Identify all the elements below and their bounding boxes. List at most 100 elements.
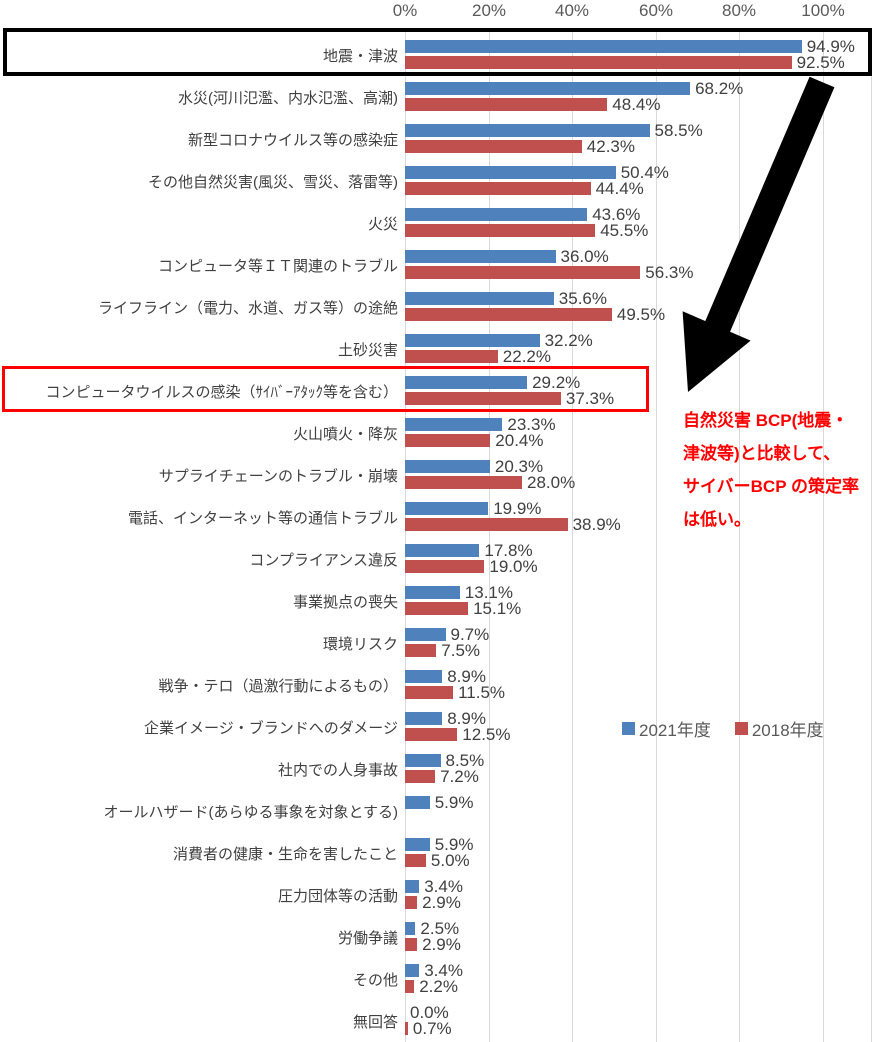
bar-2018: 92.5% <box>405 54 845 71</box>
axis-tick-label: 60% <box>638 1 674 20</box>
bar-2018: 11.5% <box>405 684 505 701</box>
category-label: コンピュータ等ＩＴ関連のトラブル <box>157 257 398 275</box>
bar-2018: 37.3% <box>405 390 614 407</box>
value-label-2021: 94.9% <box>806 37 855 56</box>
bar-2018: 38.9% <box>405 516 621 533</box>
value-label-2018: 7.5% <box>441 641 481 660</box>
bar-2018: 22.2% <box>405 348 551 365</box>
axis-tick-label: 80% <box>721 1 757 20</box>
highlight-box-cyber-row <box>2 366 649 412</box>
chart-row: オールハザード(あらゆる事象を対象とする) 5.9% <box>0 790 877 832</box>
value-label-2018: 12.5% <box>462 725 511 744</box>
gridline-0pct <box>405 28 406 1042</box>
value-label-2021: 8.9% <box>447 709 486 728</box>
bar-2018: 45.5% <box>405 222 648 239</box>
category-label: 無回答 <box>352 1013 398 1031</box>
chart-row: 無回答 0.0% 0.7% <box>0 1000 877 1042</box>
value-label-2021: 68.2% <box>695 79 744 98</box>
chart-row: 労働争議 2.5% 2.9% <box>0 916 877 958</box>
value-label-2021: 9.7% <box>450 625 490 644</box>
value-label-2018: 7.2% <box>440 767 479 786</box>
value-label-2021: 58.5% <box>654 121 703 140</box>
legend-label-2021: 2021年度 <box>639 721 711 740</box>
bar-2021: 19.9% <box>405 500 541 517</box>
note-line: 津波等)と比較して、 <box>683 444 841 463</box>
value-label-2018: 2.2% <box>419 977 458 996</box>
category-label: オールハザード(あらゆる事象を対象とする) <box>103 803 398 821</box>
value-label-2021: 43.6% <box>592 205 641 224</box>
value-label-2021: 3.4% <box>424 877 463 896</box>
bar-2021: 94.9% <box>405 38 855 55</box>
value-label-2018: 2.9% <box>422 893 461 912</box>
bar-2018: 0.7% <box>405 1020 452 1037</box>
legend-item-2018: 2018年度 <box>734 716 824 741</box>
value-label-2018: 44.4% <box>595 179 644 198</box>
value-label-2018: 22.2% <box>502 347 551 366</box>
value-label-2018: 49.5% <box>616 305 666 324</box>
category-label: 環境リスク <box>322 635 398 653</box>
value-label-2021: 29.2% <box>532 373 581 392</box>
category-label: 事業拠点の喪失 <box>292 593 398 611</box>
chart-row: コンプライアンス違反 17.8% 19.0% <box>0 538 877 580</box>
bar-2018: 20.4% <box>405 432 544 449</box>
bar-2021: 58.5% <box>405 122 703 139</box>
axis-tick-label: 40% <box>554 1 590 20</box>
value-label-2021: 32.2% <box>544 331 593 350</box>
chart-row: コンピュータ等ＩＴ関連のトラブル 36.0% 56.3% <box>0 244 877 286</box>
bar-2021: 36.0% <box>405 248 609 265</box>
gridline-40pct <box>572 28 573 1042</box>
bar-2021: 5.9% <box>405 836 473 853</box>
chart-row: 戦争・テロ（過激行動によるもの） 8.9% 11.5% <box>0 664 877 706</box>
value-label-2021: 20.3% <box>494 457 544 476</box>
chart-row: コンピュータウイルスの感染（ｻｲﾊﾞｰｱﾀｯｸ等を含む） 29.2% 37.3% <box>0 370 877 412</box>
value-label-2021: 0.0% <box>410 1003 449 1022</box>
chart-row: 圧力団体等の活動 3.4% 2.9% <box>0 874 877 916</box>
category-label: 火山噴火・降灰 <box>292 425 398 443</box>
value-label-2021: 19.9% <box>493 499 542 518</box>
chart-row: 事業拠点の喪失 13.1% 15.1% <box>0 580 877 622</box>
axis-tick-label: 0% <box>392 1 418 20</box>
bar-2018: 42.3% <box>405 138 635 155</box>
bar-2021: 29.2% <box>405 374 580 391</box>
plot-right-border <box>871 28 872 1042</box>
bar-2021: 68.2% <box>405 80 743 97</box>
value-label-2021: 50.4% <box>620 163 669 182</box>
bar-2018: 2.9% <box>405 894 461 911</box>
category-label: 企業イメージ・ブランドへのダメージ <box>144 719 398 737</box>
chart-row: 地震・津波 94.9% 92.5% <box>0 34 877 76</box>
category-label: 水災(河川氾濫、内水氾濫、高潮) <box>178 89 398 107</box>
bar-2021: 43.6% <box>405 206 640 223</box>
chart-row: 企業イメージ・ブランドへのダメージ 8.9% 12.5% <box>0 706 877 748</box>
category-label: 社内での人身事故 <box>277 761 398 779</box>
bar-2021: 20.3% <box>405 458 543 475</box>
value-label-2021: 5.9% <box>434 835 474 854</box>
highlight-box-earthquake-row <box>3 28 872 76</box>
note-line: は低い。 <box>683 510 751 529</box>
chart-row: 社内での人身事故 8.5% 7.2% <box>0 748 877 790</box>
category-label: 火災 <box>367 215 398 233</box>
chart-row: 火山噴火・降灰 23.3% 20.4% <box>0 412 877 454</box>
value-label-2021: 5.9% <box>434 793 474 812</box>
chart-row: 土砂災害 32.2% 22.2% <box>0 328 877 370</box>
category-label: 圧力団体等の活動 <box>277 887 398 905</box>
category-label: 新型コロナウイルス等の感染症 <box>187 131 398 149</box>
value-label-2018: 19.0% <box>489 557 538 576</box>
value-label-2018: 38.9% <box>572 515 621 534</box>
chart-row: 水災(河川氾濫、内水氾濫、高潮) 68.2% 48.4% <box>0 76 877 118</box>
value-label-2021: 3.4% <box>424 961 463 980</box>
bar-2018: 28.0% <box>405 474 575 491</box>
chart-row: その他 3.4% 2.2% <box>0 958 877 1000</box>
bar-2018: 5.0% <box>405 852 470 869</box>
bar-2018: 56.3% <box>405 264 694 281</box>
category-label: 電話、インターネット等の通信トラブル <box>127 509 398 527</box>
value-label-2018: 0.7% <box>412 1019 452 1038</box>
value-label-2018: 45.5% <box>600 221 649 240</box>
bar-2018: 7.5% <box>405 642 480 659</box>
gridline-100pct <box>823 28 824 1042</box>
category-label: 地震・津波 <box>322 47 398 65</box>
legend-label-2018: 2018年度 <box>751 721 824 740</box>
axis-tick-label: 20% <box>471 1 507 20</box>
category-label: サプライチェーンのトラブル・崩壊 <box>158 467 398 485</box>
category-label: コンピュータウイルスの感染（ｻｲﾊﾞｰｱﾀｯｸ等を含む） <box>45 383 398 401</box>
bar-2021: 8.9% <box>405 710 486 727</box>
